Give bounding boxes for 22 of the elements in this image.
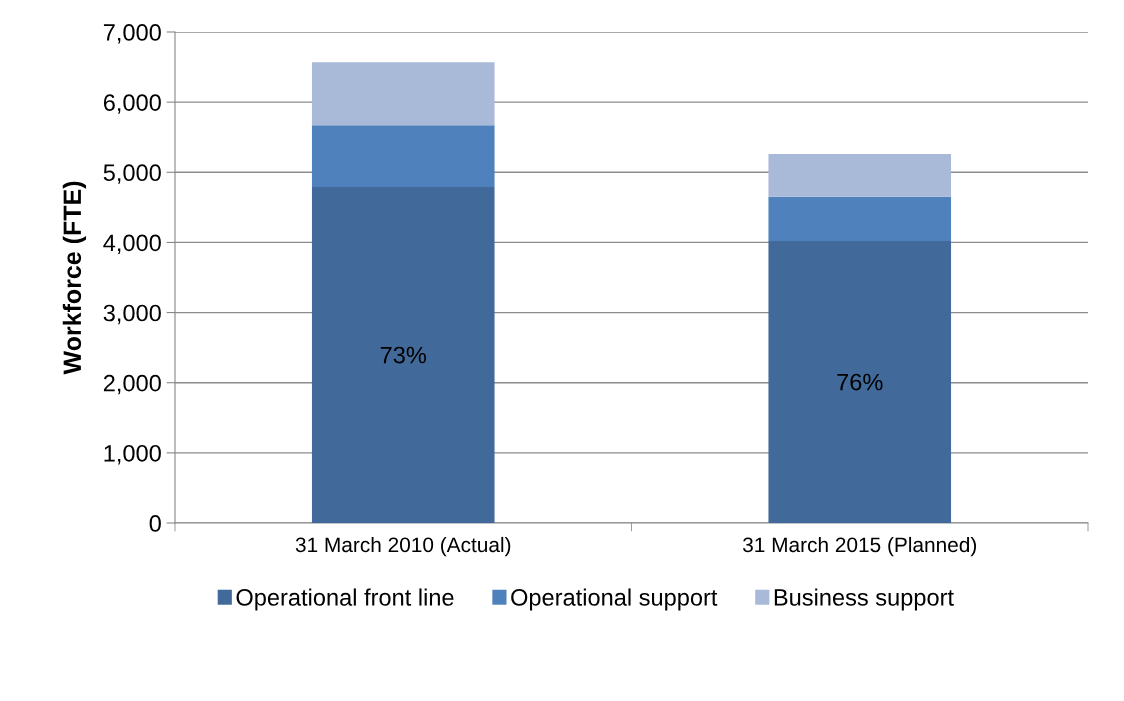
y-tick-label: 1,000	[104, 444, 161, 465]
bar	[768, 154, 952, 197]
bar	[311, 62, 495, 126]
bar	[311, 187, 495, 523]
y-tick-label: 5,000	[103, 164, 161, 184]
bar	[768, 196, 952, 242]
y-tick-label: 0	[149, 515, 161, 532]
x-tick-label: 31 March 2010 (Actual)	[295, 536, 511, 557]
annotation: 73%	[380, 346, 427, 364]
bar	[311, 125, 495, 188]
y-tick-label: 2,000	[103, 374, 161, 395]
legend-label: Operational front line	[236, 588, 454, 611]
legend-label: Operational support	[511, 588, 718, 611]
legend-label: Business support	[774, 588, 954, 611]
x-tick-label: 31 March 2015 (Planned)	[743, 536, 977, 557]
annotation: 76%	[837, 373, 883, 391]
y-axis-title: Workforce (FTE)	[62, 181, 87, 375]
y-tick-label: 7,000	[103, 24, 161, 44]
y-tick-label: 4,000	[103, 234, 161, 255]
y-tick-label: 3,000	[103, 304, 161, 325]
y-tick-label: 6,000	[103, 94, 161, 114]
bar	[768, 241, 952, 523]
